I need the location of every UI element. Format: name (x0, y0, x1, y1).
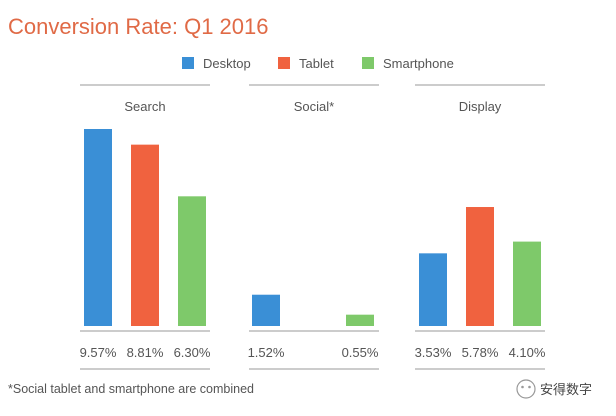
bar-display-desktop (419, 253, 447, 326)
bar-social-desktop (252, 294, 280, 326)
legend: Desktop Tablet Smartphone (182, 56, 454, 71)
value-label-search-desktop: 9.57% (80, 345, 117, 360)
value-label-display-desktop: 3.53% (415, 345, 452, 360)
legend-label-tablet: Tablet (299, 56, 334, 71)
group-social: Social* 1.52% 0.55% (248, 84, 379, 370)
group-display: Display 3.53% 5.78% 4.10% (415, 84, 546, 370)
bar-search-smartphone (178, 196, 206, 326)
bar-social-smartphone (346, 314, 374, 326)
legend-label-smartphone: Smartphone (383, 56, 454, 71)
legend-swatch-tablet (278, 57, 290, 69)
watermark-icon-eye-right (528, 385, 531, 389)
bar-groups: Search 9.57% 8.81% 6.30% Social* 1.52% 0.55% Di… (80, 84, 546, 370)
group-label-social: Social* (294, 99, 334, 114)
group-label-search: Search (124, 99, 165, 114)
value-label-social-desktop: 1.52% (248, 345, 285, 360)
bar-display-smartphone (513, 241, 541, 326)
bar-display-tablet (466, 207, 494, 326)
bar-search-tablet (131, 144, 159, 326)
group-search: Search 9.57% 8.81% 6.30% (80, 84, 211, 370)
legend-swatch-desktop (182, 57, 194, 69)
watermark: 安得数字 (516, 379, 592, 399)
value-label-display-tablet: 5.78% (462, 345, 499, 360)
legend-label-desktop: Desktop (203, 56, 251, 71)
group-label-display: Display (459, 99, 502, 114)
footnote: *Social tablet and smartphone are combin… (8, 382, 254, 396)
chart-title: Conversion Rate: Q1 2016 (8, 14, 269, 39)
value-label-search-smartphone: 6.30% (174, 345, 211, 360)
watermark-text: 安得数字 (540, 382, 592, 398)
watermark-icon (516, 379, 536, 399)
bar-search-desktop (84, 129, 112, 326)
watermark-icon-eye-left (521, 385, 524, 389)
value-label-search-tablet: 8.81% (127, 345, 164, 360)
value-label-display-smartphone: 4.10% (509, 345, 546, 360)
value-label-social-smartphone: 0.55% (342, 345, 379, 360)
legend-swatch-smartphone (362, 57, 374, 69)
